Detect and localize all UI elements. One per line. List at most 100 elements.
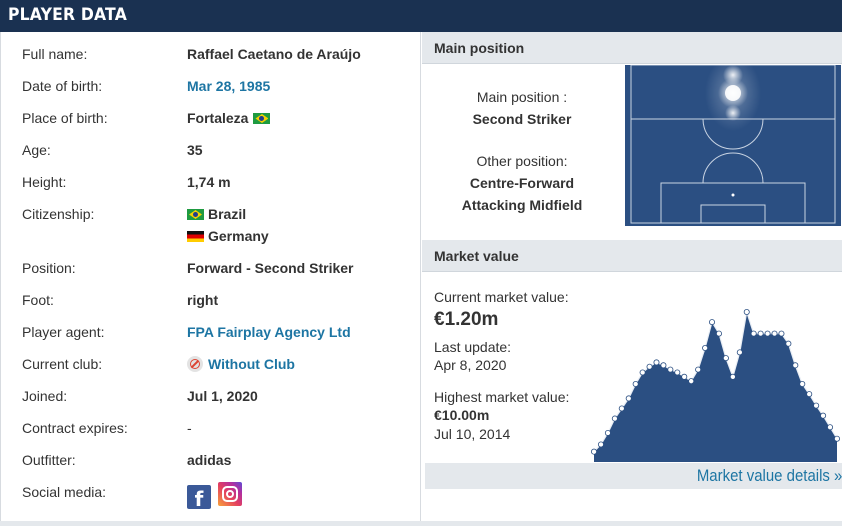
market-value-point[interactable] — [820, 412, 827, 419]
label: Foot: — [22, 292, 54, 308]
market-value-point[interactable] — [611, 415, 618, 422]
date-of-birth-link[interactable]: Mar 28, 1985 — [187, 78, 271, 94]
social-links: f — [187, 482, 249, 511]
market-value-point[interactable] — [667, 366, 674, 373]
market-value-point[interactable] — [646, 363, 653, 370]
market-value-point[interactable] — [750, 330, 757, 337]
market-value-heading: Market value — [422, 240, 842, 272]
market-value-point[interactable] — [743, 309, 750, 315]
label: Position: — [22, 260, 76, 276]
label: Full name: — [22, 46, 88, 62]
market-value-point[interactable] — [715, 330, 722, 337]
row-contract-expires: Contract expires: - — [22, 420, 412, 444]
market-value-point[interactable] — [833, 435, 840, 442]
no-club-icon — [187, 356, 203, 372]
market-value-point[interactable] — [722, 355, 729, 362]
germany-flag-icon — [187, 231, 204, 242]
position-value: Forward - Second Striker — [187, 260, 354, 276]
instagram-icon[interactable] — [218, 482, 242, 506]
market-value-point[interactable] — [591, 448, 597, 455]
market-value-point[interactable] — [827, 424, 834, 431]
highest-market-value-date: Jul 10, 2014 — [434, 426, 511, 442]
row-position: Position: Forward - Second Striker — [22, 260, 412, 284]
row-age: Age: 35 — [22, 142, 412, 166]
market-value-point[interactable] — [757, 330, 764, 337]
last-update-value: Apr 8, 2020 — [434, 357, 507, 373]
row-full-name: Full name: Raffael Caetano de Araújo — [22, 46, 412, 70]
market-value-point[interactable] — [618, 405, 625, 412]
market-value-point[interactable] — [813, 402, 820, 409]
contract-expires-value: - — [187, 420, 192, 436]
market-value-point[interactable] — [709, 319, 716, 326]
player-agent-link[interactable]: FPA Fairplay Agency Ltd — [187, 324, 351, 340]
market-value-point[interactable] — [799, 381, 806, 388]
market-value-point[interactable] — [639, 369, 646, 376]
market-value-point[interactable] — [632, 381, 639, 388]
heading-text: Market value — [434, 248, 519, 264]
market-value-point[interactable] — [729, 373, 736, 380]
market-value-point[interactable] — [792, 362, 799, 369]
citizenship-value-2: Germany — [187, 228, 269, 244]
market-value-point[interactable] — [695, 366, 702, 373]
row-date-of-birth: Date of birth: Mar 28, 1985 — [22, 78, 412, 102]
pitch-d-arc — [702, 152, 764, 184]
row-place-of-birth: Place of birth: Fortaleza — [22, 110, 412, 134]
market-value-point[interactable] — [597, 441, 604, 448]
row-player-agent: Player agent: FPA Fairplay Agency Ltd — [22, 324, 412, 348]
pitch-centre-arc — [702, 118, 764, 150]
market-value-point[interactable] — [681, 373, 688, 380]
current-market-value: €1.20m — [434, 309, 499, 330]
market-value-point[interactable] — [806, 391, 813, 398]
brazil-flag-icon — [253, 113, 271, 124]
joined-value: Jul 1, 2020 — [187, 388, 258, 404]
row-joined: Joined: Jul 1, 2020 — [22, 388, 412, 412]
market-value-point[interactable] — [736, 349, 743, 356]
current-market-value-label: Current market value: — [434, 289, 569, 305]
place-text: Fortaleza — [187, 110, 249, 126]
facebook-icon[interactable]: f — [187, 485, 211, 511]
bottom-divider — [0, 521, 842, 526]
place-of-birth-value: Fortaleza — [187, 110, 271, 126]
label: Current club: — [22, 356, 103, 372]
market-value-point[interactable] — [764, 330, 771, 337]
market-value-point[interactable] — [785, 340, 792, 347]
section-title: PLAYER DATA — [8, 5, 127, 25]
pitch-goal-area — [700, 204, 766, 224]
market-value-point[interactable] — [778, 330, 785, 337]
highest-market-value: €10.00m — [434, 407, 490, 423]
club-text: Without Club — [208, 356, 295, 372]
market-value-details-link[interactable]: Market value details » — [696, 466, 842, 485]
full-name-value: Raffael Caetano de Araújo — [187, 46, 361, 62]
heading-text: Main position — [434, 40, 525, 56]
market-value-point[interactable] — [660, 362, 667, 369]
market-value-point[interactable] — [688, 378, 695, 385]
citizenship-text: Brazil — [208, 206, 247, 222]
main-position-label: Main position : — [476, 89, 568, 105]
citizenship-value-1: Brazil — [187, 206, 246, 222]
market-value-point[interactable] — [702, 345, 709, 352]
current-club-link[interactable]: Without Club — [187, 356, 295, 372]
label: Joined: — [22, 388, 68, 404]
market-value-point[interactable] — [625, 395, 632, 402]
other-position-marker — [725, 105, 741, 121]
market-value-chart — [591, 309, 840, 462]
foot-value: right — [187, 292, 219, 308]
market-value-point[interactable] — [674, 369, 681, 376]
pitch-diagram — [625, 65, 841, 226]
other-position-value-2: Attacking Midfield — [461, 197, 583, 213]
age-value: 35 — [187, 142, 203, 158]
market-value-details-bar: Market value details » — [425, 463, 842, 489]
label: Place of birth: — [22, 110, 108, 126]
main-position-heading: Main position — [422, 32, 842, 64]
last-update-label: Last update: — [434, 339, 512, 355]
label: Height: — [22, 174, 67, 190]
market-value-point[interactable] — [604, 429, 611, 436]
market-value-point[interactable] — [771, 330, 778, 337]
row-citizenship: Citizenship: Brazil Germany — [22, 206, 412, 256]
pitch-penalty-spot — [731, 193, 735, 197]
market-value-area — [594, 312, 837, 462]
other-position-label: Other position: — [476, 153, 568, 169]
label: Contract expires: — [22, 420, 128, 436]
main-position-dot — [725, 85, 741, 101]
market-value-point[interactable] — [653, 359, 660, 366]
